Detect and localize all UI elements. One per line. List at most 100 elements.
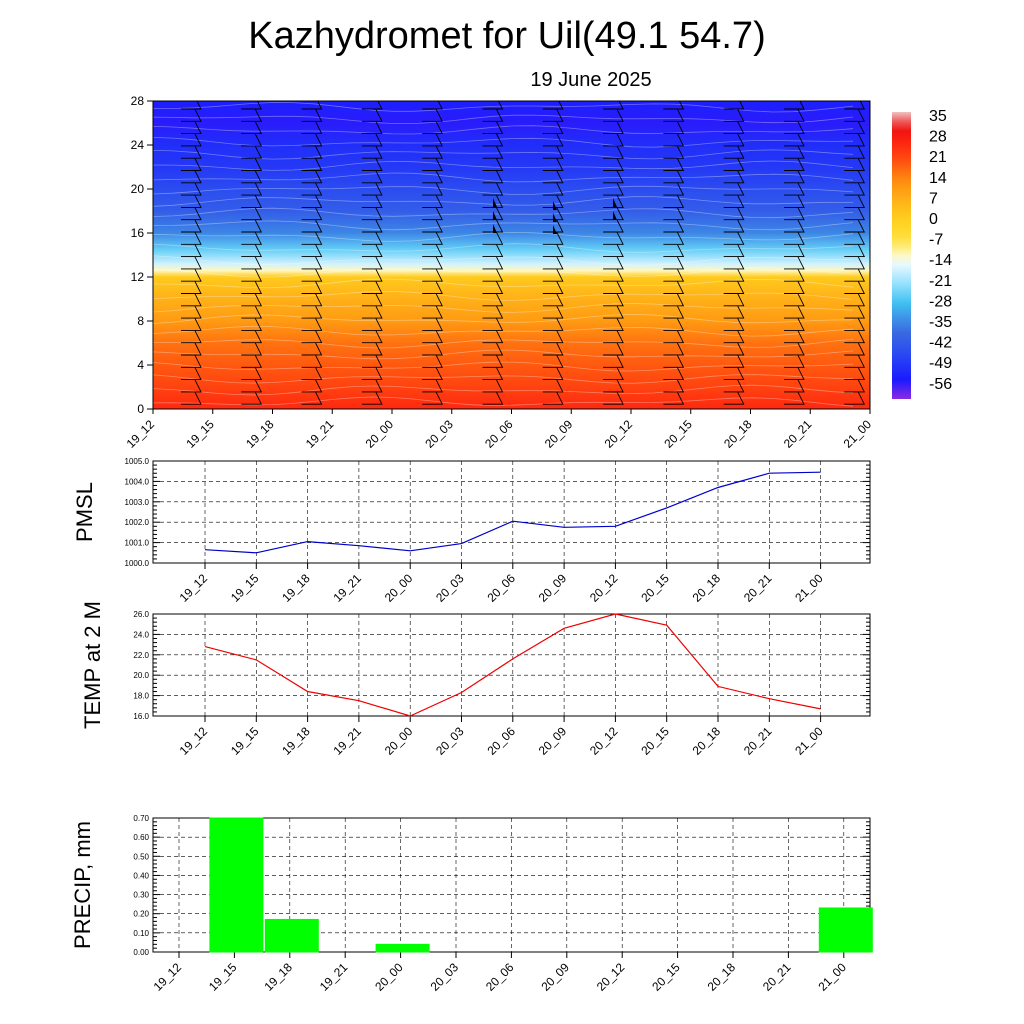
wind-barb [241,170,263,184]
wind-barb [663,293,685,307]
wind-barb [241,268,263,282]
wind-barb [241,379,263,393]
wind-barb [603,256,624,270]
wind-pennant [553,225,557,234]
wind-barb [723,145,745,159]
wind-barb [482,158,504,171]
wind-barb [723,256,745,270]
wind-barb [784,109,805,122]
wind-barb [542,182,564,196]
colorbar-label: -56 [929,376,952,393]
wind-barb [844,219,866,233]
wind-barb [784,195,805,208]
wind-barb [603,182,624,196]
x-tick-label: 19_15 [228,571,262,605]
y-tick-label: 1000.0 [125,559,150,568]
wind-barb [241,133,263,147]
wind-barb [542,281,564,294]
wind-barb [482,101,504,110]
x-tick-label: 20_00 [363,417,397,451]
wind-barb [301,170,323,184]
x-tick-label: 20_21 [760,960,794,994]
wind-barb [482,281,504,294]
x-tick-label: 20_09 [542,417,576,451]
wind-barb [603,109,624,122]
panel-frame [152,460,871,564]
x-tick-label: 19_15 [228,724,262,758]
chart-subtitle: 19 June 2025 [530,69,651,91]
y-tick-label: 12 [131,270,145,284]
wind-barb [723,391,745,405]
wind-barb [723,293,745,307]
y-tick-label: 0.40 [133,871,149,880]
y-tick-label: 4 [137,358,144,372]
chart-title: Kazhydromet for Uil(49.1 54.7) [248,15,765,57]
wind-pennant [493,198,497,207]
wind-barb [422,293,443,307]
wind-barb [663,232,685,245]
wind-barb [723,121,745,135]
wind-barb [181,219,202,233]
wind-barb [241,207,263,221]
contour-line [153,160,854,171]
wind-barb [542,318,564,331]
colorbar-label: 0 [929,211,938,228]
wind-barb [181,109,202,122]
wind-barb [844,121,866,135]
wind-barb [422,101,443,110]
wind-barb [301,101,323,110]
x-tick-label: 21_00 [792,724,826,758]
wind-barb [422,133,443,147]
colorbar-label: 21 [929,149,947,166]
wind-barb [723,158,745,171]
colorbar-label: -21 [929,273,952,290]
temperature-field [153,101,870,409]
wind-barb [784,330,805,344]
y-axis-label: PRECIP, mm [70,821,95,949]
wind-barb [482,195,504,208]
wind-barb [361,133,383,147]
wind-barb [301,121,323,135]
wind-barb [422,305,443,319]
wind-barb [784,232,805,245]
y-tick-label: 28 [131,94,145,108]
wind-barb [301,355,323,368]
wind-barb [482,145,504,159]
wind-barb [241,342,263,356]
x-tick-label: 20_21 [741,571,775,605]
x-tick-label: 21_00 [815,960,849,994]
wind-barb [663,268,685,282]
x-tick-label: 19_12 [177,571,211,605]
x-tick-label: 19_21 [317,960,351,994]
wind-barb [482,219,504,233]
y-tick-label: 0.00 [133,948,149,957]
wind-barb [603,355,624,368]
x-tick-label: 20_18 [690,724,724,758]
wind-barb [361,158,383,171]
wind-barb [663,101,685,110]
wind-barb [542,158,564,171]
wind-barb [784,293,805,307]
wind-barb [422,170,443,184]
wind-barb [723,330,745,344]
wind-barb [723,342,745,356]
wind-barb [723,195,745,208]
wind-barb [723,318,745,331]
contour-line [153,325,854,337]
colorbar-bar [892,112,911,399]
wind-barb [482,232,504,245]
wind-barb [784,219,805,233]
wind-barb [361,305,383,319]
wind-barb [301,342,323,356]
contour-line [153,313,854,325]
wind-barb [784,391,805,405]
colorbar-label: -14 [929,252,952,269]
wind-barb [663,158,685,171]
wind-barb [361,109,383,122]
wind-barb [241,330,263,344]
wind-barb [784,318,805,331]
wind-barb [181,121,202,135]
x-tick-label: 20_06 [484,571,518,605]
wind-barb [542,330,564,344]
